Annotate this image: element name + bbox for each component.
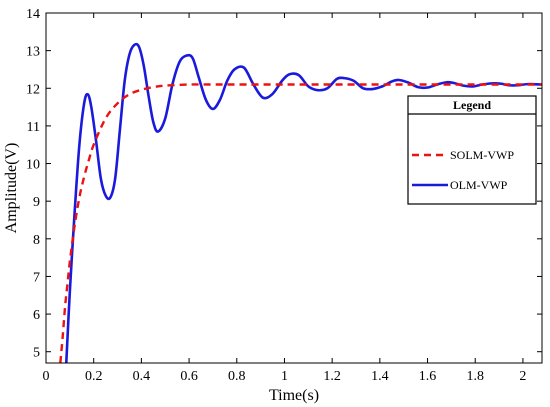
x-tick-label: 0.2 xyxy=(85,369,103,384)
y-tick-label: 14 xyxy=(26,7,40,22)
y-axis-label: Amplitude(V) xyxy=(3,143,20,234)
legend-label-olm-vwp: OLM-VWP xyxy=(450,178,508,192)
x-tick-label: 1.8 xyxy=(466,369,484,384)
legend-title: Legend xyxy=(453,98,491,112)
legend-label-solm-vwp: SOLM-VWP xyxy=(450,148,514,162)
x-tick-label: 0 xyxy=(43,369,50,384)
y-tick-label: 11 xyxy=(27,120,40,135)
x-tick-label: 2 xyxy=(519,369,526,384)
y-tick-label: 5 xyxy=(33,346,40,361)
x-tick-label: 0.6 xyxy=(180,369,198,384)
x-tick-label: 1.6 xyxy=(419,369,437,384)
x-tick-label: 1.2 xyxy=(323,369,341,384)
y-tick-label: 12 xyxy=(26,82,40,97)
y-tick-label: 6 xyxy=(33,308,40,323)
y-tick-label: 10 xyxy=(26,158,40,173)
x-tick-label: 1.4 xyxy=(371,369,389,384)
series-line-solm-vwp xyxy=(59,83,542,363)
axis-tick-labels: 0 0.2 0.4 0.6 0.8 1 1.2 1.4 1.6 1.8 2 5 6 7 8 9 10 11 12 13… xyxy=(26,7,526,384)
x-axis-label: Time(s) xyxy=(269,387,319,404)
plot-lines xyxy=(59,42,542,363)
x-tick-label: 0.4 xyxy=(133,369,151,384)
y-tick-label: 9 xyxy=(33,195,40,210)
y-tick-label: 8 xyxy=(33,233,40,248)
x-tick-label: 1 xyxy=(281,369,288,384)
x-tick-label: 0.8 xyxy=(228,369,246,384)
y-tick-label: 7 xyxy=(33,270,40,285)
axis-ticks xyxy=(45,12,542,363)
series-line-olm-vwp xyxy=(64,42,542,363)
plot-area-frame xyxy=(45,12,543,364)
y-tick-label: 13 xyxy=(26,45,40,60)
legend: Legend SOLM-VWP OLM-VWP xyxy=(407,95,537,205)
